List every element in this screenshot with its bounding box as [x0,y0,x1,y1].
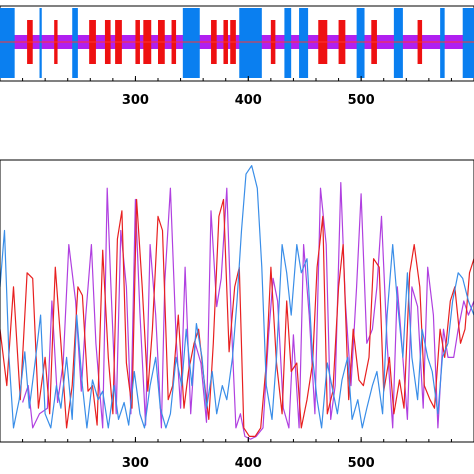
x-tick-label: 500 [348,456,375,471]
helix-segment [356,8,365,78]
helix-segment [239,8,262,78]
track-marks [0,8,474,78]
helix-segment [182,8,200,78]
helix-segment [462,8,474,78]
helix-segment [72,8,78,78]
helix-segment [39,8,42,78]
x-tick-label: 300 [122,93,149,108]
series-line [22,182,474,440]
x-tick-label: 300 [122,456,149,471]
plot-frame [0,159,474,443]
helix-segment [440,8,445,78]
secondary-structure-track: 300 400 500 [0,5,474,108]
helix-segment [393,8,403,78]
helix-segment [299,8,309,78]
plot-x-axis: 300 400 500 [22,437,474,471]
track-x-axis: 300 400 500 [22,76,474,108]
series-line [0,198,474,437]
series-line [0,165,474,429]
x-tick-label: 400 [235,93,262,108]
helix-segment [284,8,292,78]
track-frame [0,5,474,82]
helix-segment [0,8,15,78]
profile-plot: 300 400 500 [0,159,474,471]
x-tick-label: 500 [348,93,375,108]
x-tick-label: 400 [235,456,262,471]
profile-lines [0,165,474,440]
